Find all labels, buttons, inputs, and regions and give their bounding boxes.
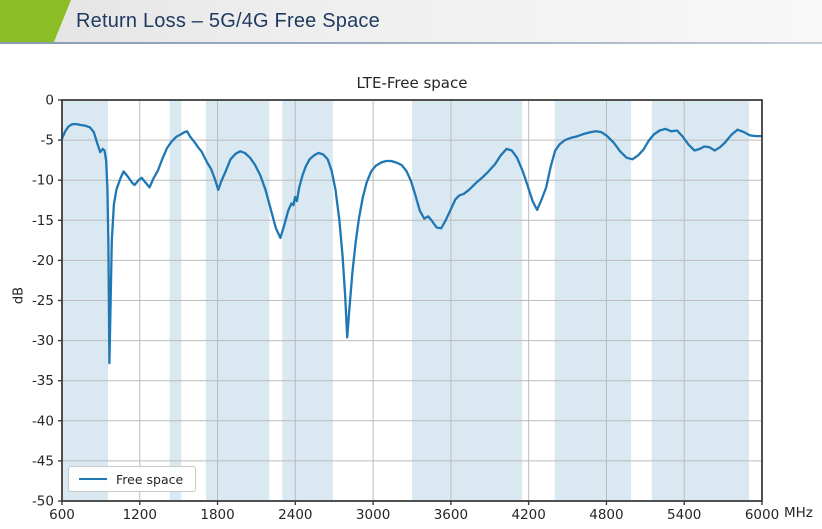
y-tick-label: -50 (32, 494, 54, 510)
y-tick-label: -30 (32, 333, 54, 349)
legend-line-sample (79, 478, 107, 480)
y-tick-label: -25 (32, 293, 54, 309)
y-tick-label: -5 (41, 133, 54, 149)
x-tick-label: 4800 (589, 507, 623, 523)
y-tick-label: -40 (32, 413, 54, 429)
x-tick-label: 1200 (123, 507, 157, 523)
header-accent-shape (0, 0, 71, 42)
chart-legend: Free space (68, 466, 197, 492)
y-tick-label: -10 (32, 173, 54, 189)
x-tick-label: 600 (49, 507, 75, 523)
x-tick-label: 3600 (434, 507, 468, 523)
y-tick-label: -45 (32, 453, 54, 469)
x-tick-label: 2400 (278, 507, 312, 523)
y-tick-label: -35 (32, 373, 54, 389)
x-tick-label: 1800 (200, 507, 234, 523)
x-tick-label: 4200 (511, 507, 545, 523)
header-underline (0, 42, 822, 44)
x-axis-unit-label: MHz (784, 505, 813, 521)
x-tick-label: 5400 (667, 507, 701, 523)
y-tick-label: 0 (45, 93, 54, 109)
page-title: Return Loss – 5G/4G Free Space (76, 10, 380, 32)
x-tick-label: 3000 (356, 507, 390, 523)
y-tick-label: -20 (32, 253, 54, 269)
chart-title: LTE-Free space (356, 74, 468, 92)
slide-header: Return Loss – 5G/4G Free Space (0, 0, 822, 42)
x-tick-label: 6000 (745, 507, 779, 523)
legend-label: Free space (116, 471, 184, 487)
y-axis-label: dB (11, 286, 27, 305)
series-line-free-space (60, 122, 764, 365)
y-tick-label: -15 (32, 213, 54, 229)
